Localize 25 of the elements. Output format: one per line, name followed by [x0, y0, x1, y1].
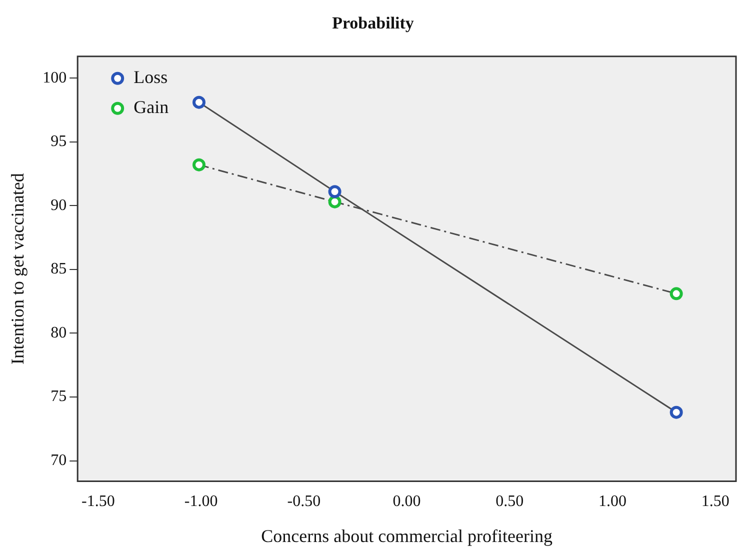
- x-axis-title: Concerns about commercial profiteering: [261, 526, 553, 546]
- legend-label: Gain: [134, 97, 169, 118]
- x-tick-label: 0.00: [392, 493, 421, 510]
- point: [328, 195, 342, 208]
- x-tick-label: 1.00: [598, 493, 627, 510]
- y-tick-label: 90: [50, 196, 67, 214]
- point: [670, 287, 683, 300]
- x-tick-label: -0.50: [287, 493, 321, 510]
- x-tick-label: -1.50: [82, 493, 115, 510]
- y-tick-label: 85: [50, 260, 67, 278]
- point: [670, 406, 683, 419]
- legend-label: Loss: [134, 67, 168, 88]
- y-tick-label: 95: [50, 133, 67, 150]
- y-tick-label: 70: [50, 452, 67, 469]
- x-tick-label: 0.50: [496, 493, 524, 510]
- chart-title: Probability: [332, 14, 414, 33]
- point: [328, 185, 342, 198]
- x-tick-label: -1.00: [184, 493, 218, 510]
- y-axis-title: Intention to get vaccinated: [8, 173, 28, 365]
- y-tick-label: 100: [42, 69, 67, 86]
- y-tick-label: 80: [50, 324, 67, 342]
- x-tick-label: 1.50: [701, 493, 730, 510]
- y-tick-label: 75: [50, 388, 67, 406]
- point: [192, 158, 206, 172]
- point: [192, 96, 206, 109]
